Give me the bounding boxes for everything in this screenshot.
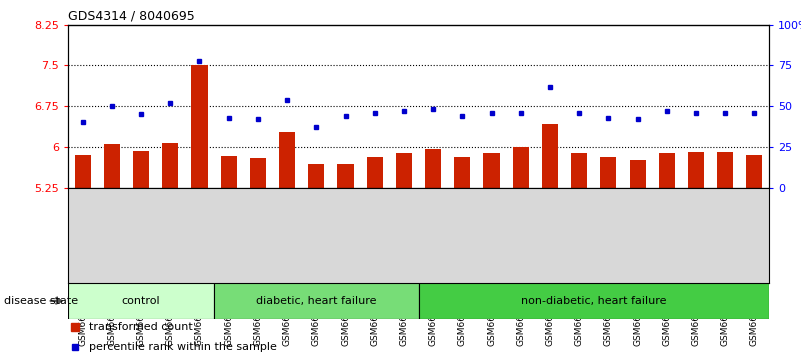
Bar [600,157,617,188]
Bar [418,283,769,319]
Bar [542,124,558,188]
Bar [688,152,704,188]
Bar [220,156,237,188]
Bar [68,283,214,319]
Bar [747,155,763,188]
Bar [163,143,179,188]
Text: diabetic, heart failure: diabetic, heart failure [256,296,376,306]
Bar [454,157,470,188]
Bar [191,65,207,188]
Bar [74,155,91,188]
Bar [484,153,500,188]
Text: disease state: disease state [4,296,78,306]
Bar [513,147,529,188]
Text: non-diabetic, heart failure: non-diabetic, heart failure [521,296,666,306]
Bar [337,164,353,188]
Bar [250,158,266,188]
Bar [425,149,441,188]
Bar [658,153,674,188]
Bar [214,283,418,319]
Bar [717,152,733,188]
Bar [396,153,412,188]
Bar [571,153,587,188]
Bar [367,157,383,188]
Text: control: control [122,296,160,306]
Bar [133,151,149,188]
Bar [279,132,295,188]
Bar [630,160,646,188]
Text: GDS4314 / 8040695: GDS4314 / 8040695 [68,9,195,22]
Text: transformed count: transformed count [89,322,193,332]
Bar [308,164,324,188]
Bar [104,144,120,188]
Text: percentile rank within the sample: percentile rank within the sample [89,342,277,352]
